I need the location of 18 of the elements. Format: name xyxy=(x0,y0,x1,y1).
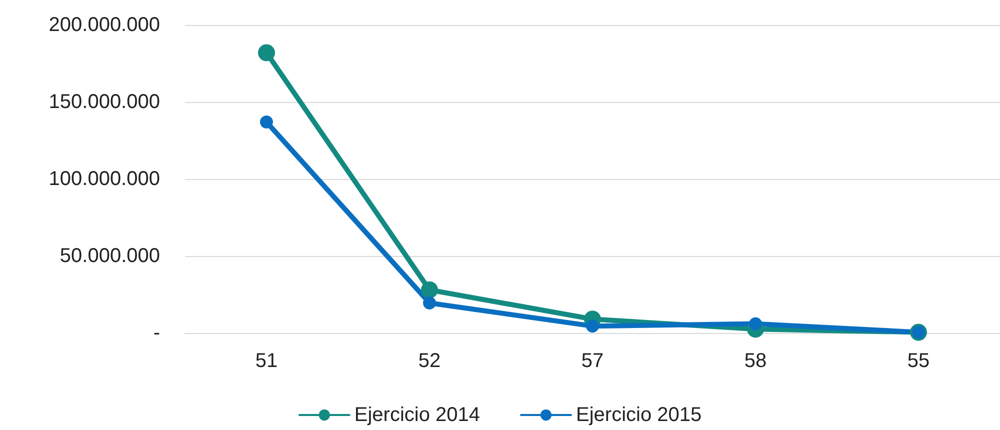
point xyxy=(421,281,438,298)
x-tick-label: 55 xyxy=(907,350,930,372)
legend-label: Ejercicio 2014 xyxy=(354,404,480,426)
point xyxy=(749,317,762,330)
y-tick-label: 150.000.000 xyxy=(48,91,160,113)
y-tick-label: - xyxy=(153,322,160,344)
legend-label: Ejercicio 2015 xyxy=(576,404,702,426)
y-tick-label: 50.000.000 xyxy=(60,245,160,267)
x-tick-label: 58 xyxy=(744,350,767,372)
point xyxy=(258,44,275,62)
x-tick-label: 57 xyxy=(581,350,604,372)
y-tick-label: 100.000.000 xyxy=(48,168,160,190)
x-tick-label: 52 xyxy=(418,350,441,372)
point xyxy=(423,296,436,310)
point xyxy=(586,320,599,333)
x-tick-label: 51 xyxy=(255,350,278,372)
y-tick-label: 200.000.000 xyxy=(48,14,160,36)
point xyxy=(260,116,273,129)
